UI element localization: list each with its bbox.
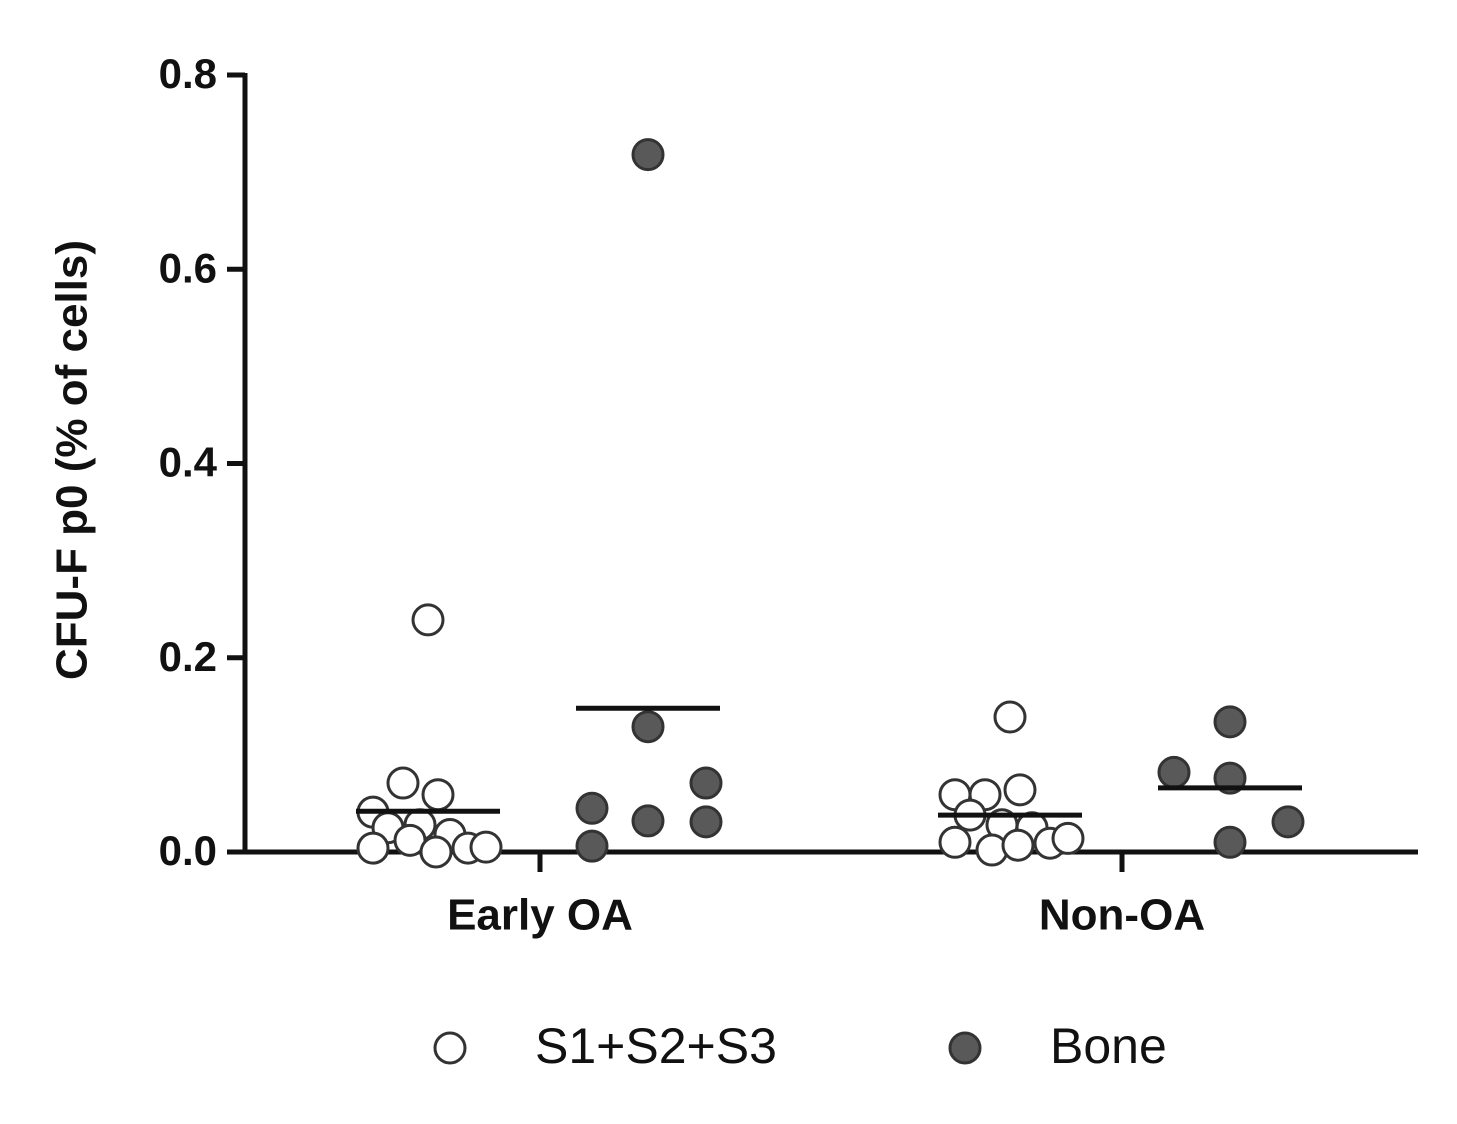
- data-point: [469, 830, 503, 864]
- data-point: [993, 700, 1027, 734]
- data-point: [938, 825, 972, 859]
- data-point: [411, 603, 445, 637]
- data-point: [1213, 705, 1247, 739]
- data-point: [419, 835, 453, 869]
- data-point: [631, 710, 665, 744]
- data-point: [1051, 821, 1085, 855]
- data-point: [631, 804, 665, 838]
- data-point: [631, 138, 665, 172]
- data-point: [1271, 805, 1305, 839]
- data-point: [1003, 773, 1037, 807]
- legend-label: S1+S2+S3: [535, 1018, 777, 1074]
- data-point: [575, 829, 609, 863]
- y-axis-label: CFU-F p0 (% of cells): [48, 240, 97, 680]
- data-point: [689, 805, 723, 839]
- legend-label: Bone: [1050, 1018, 1167, 1074]
- legend-marker: [433, 1031, 467, 1065]
- y-tick-label: 0.4: [159, 439, 218, 486]
- x-tick-label: Non-OA: [1039, 891, 1205, 940]
- data-point: [1001, 828, 1035, 862]
- data-point: [1157, 755, 1191, 789]
- y-tick-label: 0.8: [159, 50, 217, 97]
- y-tick-label: 0.6: [159, 244, 217, 291]
- data-point: [1213, 825, 1247, 859]
- x-tick-label: Early OA: [447, 891, 633, 940]
- data-point: [386, 766, 420, 800]
- data-point: [421, 778, 455, 812]
- y-tick-label: 0.2: [159, 633, 217, 680]
- data-point: [575, 791, 609, 825]
- data-point: [689, 766, 723, 800]
- y-tick-label: 0.0: [159, 827, 217, 874]
- legend-marker: [948, 1031, 982, 1065]
- data-point: [356, 831, 390, 865]
